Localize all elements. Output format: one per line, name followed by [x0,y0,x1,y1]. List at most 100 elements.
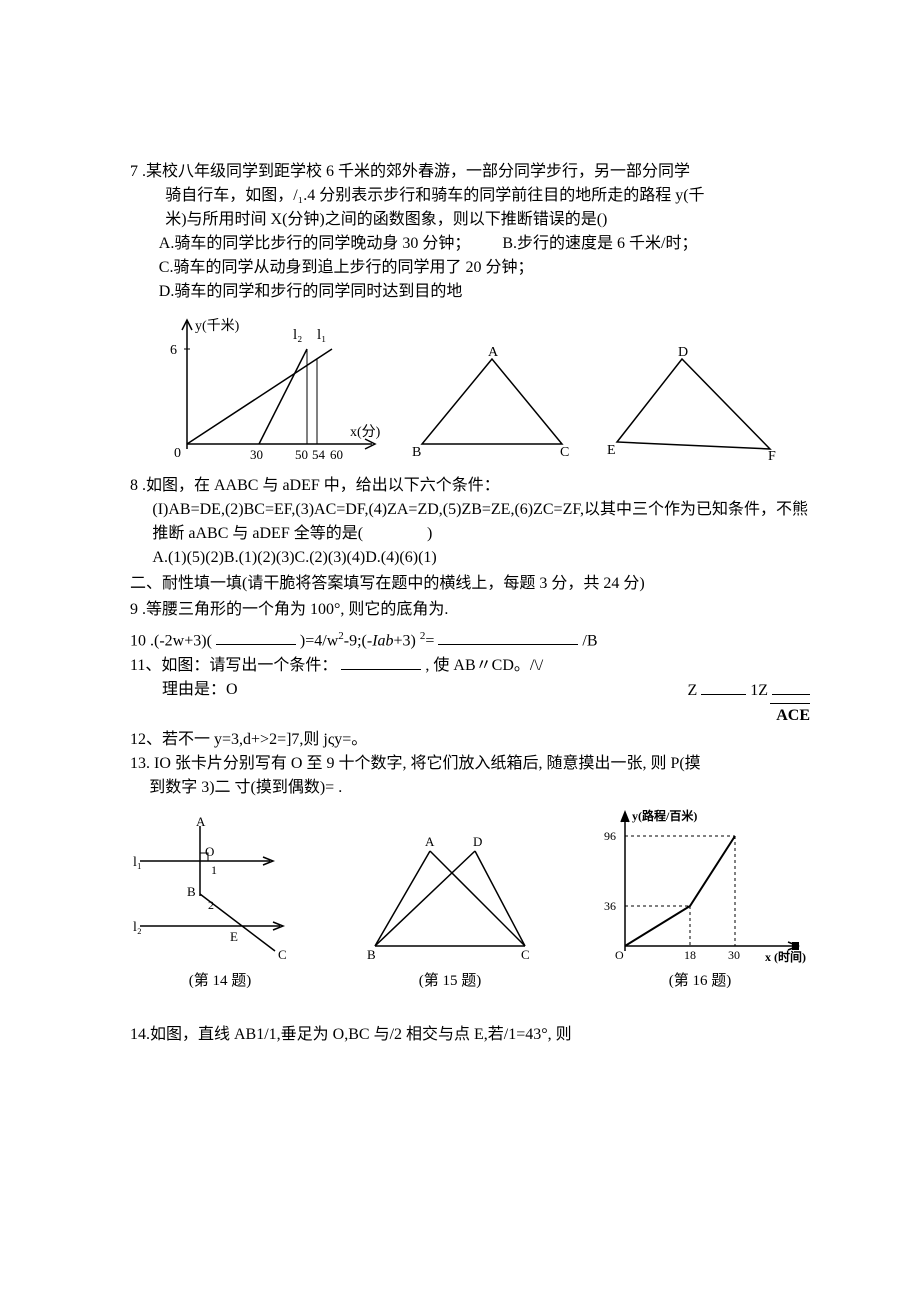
q12: 12、若不一 y=3,d+>2=]7,则 jςy=。 [130,728,810,752]
page: 7 .某校八年级同学到距学校 6 千米的郊外春游，一部分同学步行，另一部分同学 … [0,0,920,1247]
q7-xt-50: 50 [295,447,308,462]
q11-right2: Z 1Z [687,678,810,703]
q10: 10 .(-2w+3)( )=4/w2-9;(-Iab+3) 2= /B [130,628,810,653]
q7-xt-54: 54 [312,447,326,462]
q7-chart-ylabel: y(千米) [195,318,240,334]
fig14-svg: A O 1 B 2 E C l₁ l₂ [130,816,310,966]
triangle-abc: A B C [402,344,582,464]
q7-stem-line2: 骑自行车，如图，/₁.4 分别表示步行和骑车的同学前往目的地所走的路程 y(千 [130,184,810,208]
q11: 11、如图：请写出一个条件： , 使 AB〃CD。/\/ 理由是：O Z 1Z … [130,653,810,728]
fig14-A: A [196,816,206,829]
q7-optD: D.骑车的同学和步行的同学同时达到目的地 [159,280,810,304]
fig14-B: B [187,884,196,899]
fig14-l1: l₁ [133,855,142,870]
fig15-caption: (第 15 题) [419,970,482,993]
q8-number: 8 [130,477,138,494]
q11-left2: 理由是：O [130,678,238,703]
fig14-ang1: 1 [211,863,217,877]
fig14-l2: l₂ [133,920,142,935]
fig-row-14-16: A O 1 B 2 E C l₁ l₂ (第 14 题) [130,806,810,993]
q10-blank2 [438,628,578,645]
q7-l2: l₂ [293,327,302,343]
fig16-caption: (第 16 题) [669,970,732,993]
q14: 14.如图，直线 AB1/1,垂足为 O,BC 与/2 相交与点 E,若/1=4… [130,1023,810,1047]
q10-p3c: +3) [394,632,420,649]
q7-xt-60: 60 [330,447,343,462]
q11-ace: ACE [770,703,810,728]
q8-stem1: .如图，在 AABC 与 aDEF 中，给出以下六个条件： [138,477,500,494]
q7: 7 .某校八年级同学到距学校 6 千米的郊外春游，一部分同学步行，另一部分同学 … [130,160,810,464]
q10-p3: -9;(- [344,632,372,649]
fig14-ang2: 2 [208,898,214,912]
q7-figure-row: y(千米) x(分) 6 0 30 50 54 60 l₂ l₁ [162,314,810,464]
spacer [470,235,502,252]
q11-blank3 [772,678,810,695]
fig14-O: O [205,844,214,859]
q7-optA: A.骑车的同学比步行的同学晚动身 30 分钟； [159,235,471,252]
fig16-y96: 96 [604,829,616,843]
q11-blank1 [341,653,421,670]
q11-line1: 11、如图：请写出一个条件： , 使 AB〃CD。/\/ [130,653,810,678]
tri-C: C [560,445,569,460]
fig16-origin: O [615,948,624,962]
q10-p2: )=4/w [300,632,338,649]
q7-chart: y(千米) x(分) 6 0 30 50 54 60 l₂ l₁ [162,314,382,464]
q7-l1: l₁ [317,327,326,343]
q11-ace-row: ACE [130,703,810,728]
q11-line2: 理由是：O Z 1Z [130,678,810,703]
q11-left1: 11、如图：请写出一个条件： , 使 AB〃CD。/\/ [130,653,543,678]
q10-p4: = [425,632,434,649]
tri-B: B [412,445,421,460]
tri-E: E [607,443,616,458]
fig15-D: D [473,834,482,849]
tri-F: F [768,449,776,464]
q7-stem1: .某校八年级同学到距学校 6 千米的郊外春游，一部分同学步行，另一部分同学 [138,163,690,180]
fig16-svg: y(路程/百米) x (时间) 96 36 18 30 O [590,806,810,966]
q7-options: A.骑车的同学比步行的同学晚动身 30 分钟； B.步行的速度是 6 千米/时；… [130,232,810,304]
q10-p3b: Iab [372,632,393,649]
fig15-A: A [425,834,435,849]
fig15-B: B [367,947,376,962]
triangle-def: D E F [602,344,782,464]
q11-p3: 理由是：O [162,681,238,698]
q7-chart-xlabel: x(分) [350,424,381,440]
tri-D: D [678,345,688,360]
q8-line1: 8 .如图，在 AABC 与 aDEF 中，给出以下六个条件： [130,474,810,498]
q8: 8 .如图，在 AABC 与 aDEF 中，给出以下六个条件： (I)AB=DE… [130,474,810,570]
q7-optB: B.步行的速度是 6 千米/时； [502,235,697,252]
q8-stem2: (I)AB=DE,(2)BC=EF,(3)AC=DF,(4)ZA=ZD,(5)Z… [130,498,810,546]
q11-p1: 11、如图：请写出一个条件： [130,657,337,674]
fig14-caption: (第 14 题) [189,970,252,993]
q11-blank2 [701,678,746,695]
q13: 13. IO 张卡片分别写有 O 至 9 十个数字, 将它们放入纸箱后, 随意摸… [130,752,810,800]
q11-z2: 1Z [750,682,768,699]
q7-xt-30: 30 [250,447,263,462]
section2-title: 二、耐性填一填(请干脆将答案填写在题中的横线上，每题 3 分，共 24 分) [130,572,810,596]
fig15-col: A D B C (第 15 题) [355,826,545,993]
fig14-col: A O 1 B 2 E C l₁ l₂ (第 14 题) [130,816,310,993]
q8-opts: A.(1)(5)(2)B.(1)(2)(3)C.(2)(3)(4)D.(4)(6… [130,546,810,570]
q7-chart-origin: 0 [174,446,181,461]
q7-number: 7 [130,163,138,180]
fig16-x30: 30 [728,948,740,962]
fig15-C: C [521,947,530,962]
tri-A: A [488,345,499,360]
q7-optC: C.骑车的同学从动身到追上步行的同学用了 20 分钟； [159,256,810,280]
q13-line2: 到数字 3)二 寸(摸到偶数)= . [130,776,810,800]
q13-line1: 13. IO 张卡片分别写有 O 至 9 十个数字, 将它们放入纸箱后, 随意摸… [130,752,810,776]
q7-stem-line1: 7 .某校八年级同学到距学校 6 千米的郊外春游，一部分同学步行，另一部分同学 [130,160,810,184]
fig15-svg: A D B C [355,826,545,966]
q7-chart-y6: 6 [170,343,177,358]
fig16-col: y(路程/百米) x (时间) 96 36 18 30 O (第 16 题) [590,806,810,993]
q7-stem-line3: 米)与所用时间 X(分钟)之间的函数图象，则以下推断错误的是() [130,208,810,232]
q10-p1: 10 .(-2w+3)( [130,632,212,649]
q11-z1: Z [687,682,697,699]
fig14-C: C [278,947,287,962]
fig16-xlabel: x (时间) [765,949,806,964]
fig16-y36: 36 [604,899,616,913]
q11-p2: , 使 AB〃CD。/\/ [425,657,543,674]
fig16-ylabel: y(路程/百米) [632,808,697,823]
fig14-E: E [230,929,238,944]
q10-blank1 [216,628,296,645]
fig16-x18: 18 [684,948,696,962]
